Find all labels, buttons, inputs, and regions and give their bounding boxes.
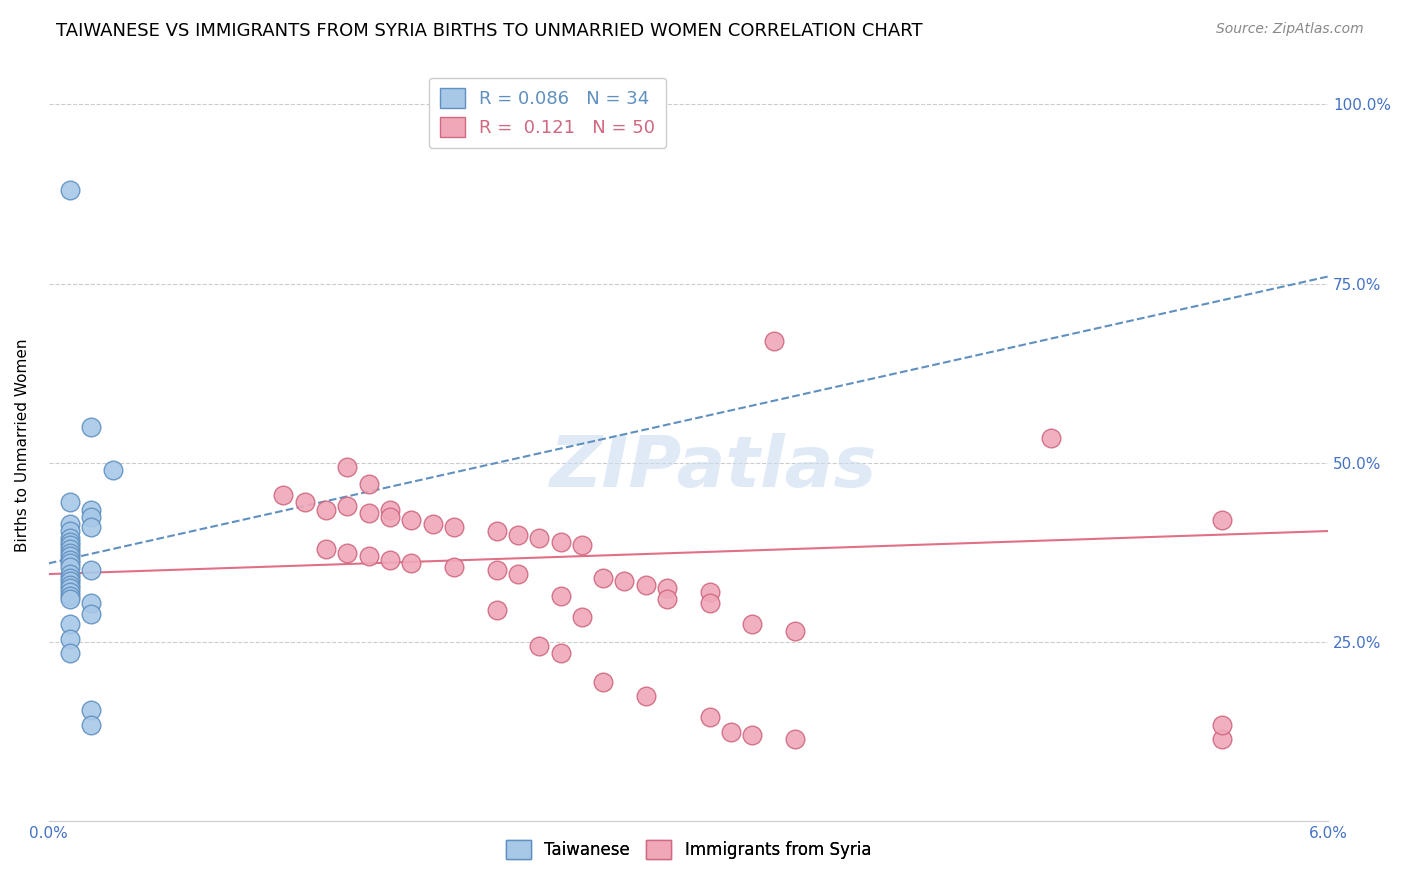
Y-axis label: Births to Unmarried Women: Births to Unmarried Women xyxy=(15,338,30,552)
Point xyxy=(271,488,294,502)
Point xyxy=(762,334,785,348)
Point xyxy=(59,571,82,585)
Point xyxy=(336,499,359,513)
Point xyxy=(634,689,657,703)
Point xyxy=(550,589,572,603)
Point xyxy=(59,552,82,566)
Point xyxy=(59,541,82,556)
Point xyxy=(59,183,82,197)
Point xyxy=(59,582,82,596)
Point xyxy=(59,592,82,607)
Point xyxy=(550,646,572,660)
Point xyxy=(59,534,82,549)
Point xyxy=(571,610,593,624)
Point xyxy=(443,560,465,574)
Point xyxy=(357,477,380,491)
Point xyxy=(592,674,614,689)
Point xyxy=(741,617,763,632)
Point xyxy=(485,524,508,538)
Point xyxy=(59,574,82,589)
Legend: Taiwanese, Immigrants from Syria: Taiwanese, Immigrants from Syria xyxy=(499,834,877,866)
Point xyxy=(783,731,806,746)
Point xyxy=(80,717,103,731)
Point xyxy=(655,582,678,596)
Point xyxy=(1211,717,1233,731)
Point xyxy=(527,531,550,545)
Point xyxy=(59,560,82,574)
Point xyxy=(59,578,82,592)
Point xyxy=(699,710,721,724)
Point xyxy=(357,549,380,563)
Point xyxy=(613,574,636,589)
Point xyxy=(59,524,82,538)
Point xyxy=(59,495,82,509)
Point xyxy=(485,564,508,578)
Point xyxy=(399,513,422,527)
Point xyxy=(378,502,401,516)
Point xyxy=(80,520,103,534)
Point xyxy=(783,624,806,639)
Point xyxy=(506,527,529,541)
Point xyxy=(443,520,465,534)
Point xyxy=(1211,731,1233,746)
Point xyxy=(720,724,742,739)
Point xyxy=(80,420,103,434)
Point xyxy=(59,516,82,531)
Point xyxy=(59,567,82,582)
Point xyxy=(59,585,82,599)
Point xyxy=(59,617,82,632)
Point xyxy=(294,495,316,509)
Point xyxy=(336,459,359,474)
Point xyxy=(485,603,508,617)
Point xyxy=(315,541,337,556)
Point xyxy=(80,564,103,578)
Text: ZIPatlas: ZIPatlas xyxy=(550,434,877,502)
Text: TAIWANESE VS IMMIGRANTS FROM SYRIA BIRTHS TO UNMARRIED WOMEN CORRELATION CHART: TAIWANESE VS IMMIGRANTS FROM SYRIA BIRTH… xyxy=(56,22,922,40)
Point xyxy=(357,506,380,520)
Point xyxy=(336,545,359,559)
Point xyxy=(422,516,444,531)
Point xyxy=(80,502,103,516)
Point xyxy=(101,463,124,477)
Point xyxy=(699,585,721,599)
Point xyxy=(1211,513,1233,527)
Point xyxy=(59,531,82,545)
Point xyxy=(59,545,82,559)
Point xyxy=(399,557,422,571)
Point xyxy=(59,589,82,603)
Point xyxy=(378,552,401,566)
Point xyxy=(571,538,593,552)
Point xyxy=(1039,431,1062,445)
Point xyxy=(80,607,103,621)
Point xyxy=(741,728,763,742)
Point xyxy=(315,502,337,516)
Point xyxy=(59,557,82,571)
Point xyxy=(80,509,103,524)
Point xyxy=(527,639,550,653)
Point xyxy=(699,596,721,610)
Point xyxy=(506,567,529,582)
Point xyxy=(634,578,657,592)
Point xyxy=(59,632,82,646)
Point xyxy=(59,538,82,552)
Text: Source: ZipAtlas.com: Source: ZipAtlas.com xyxy=(1216,22,1364,37)
Point xyxy=(378,509,401,524)
Point xyxy=(655,592,678,607)
Point xyxy=(592,571,614,585)
Point xyxy=(550,534,572,549)
Point xyxy=(80,703,103,717)
Point xyxy=(59,646,82,660)
Point xyxy=(59,549,82,563)
Point xyxy=(80,596,103,610)
